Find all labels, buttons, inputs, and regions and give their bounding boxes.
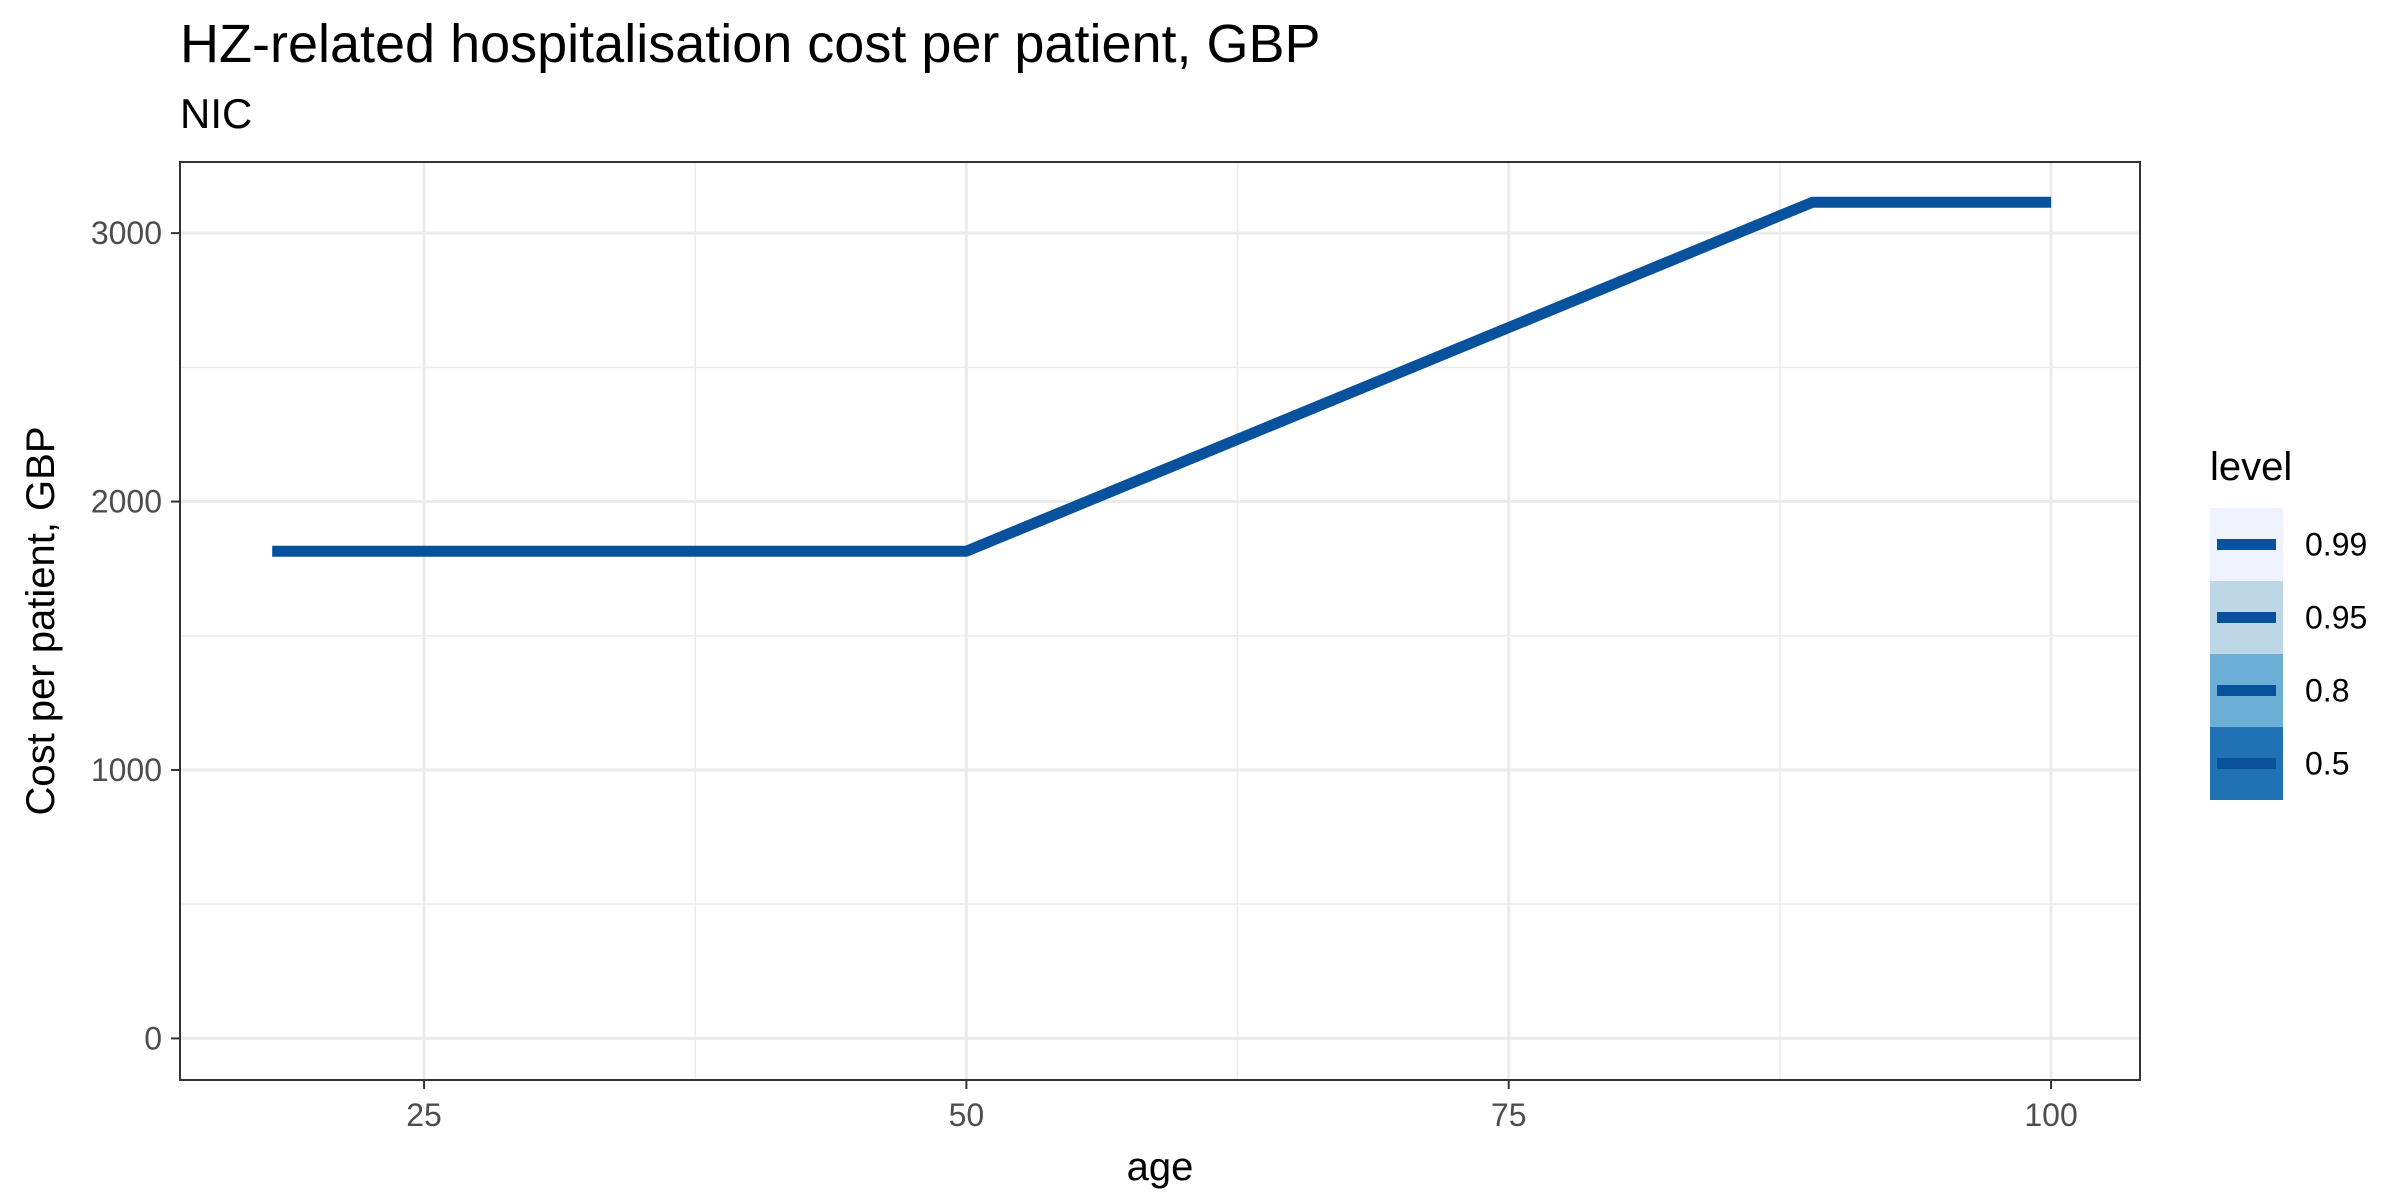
chart-title: HZ-related hospitalisation cost per pati… xyxy=(180,14,1321,74)
series-layer xyxy=(272,196,2052,557)
y-tick-label: 0 xyxy=(144,1020,162,1056)
legend: level 0.99 0.95 0.8 0.5 xyxy=(2210,445,2367,800)
y-tick-label: 2000 xyxy=(91,484,162,520)
legend-item: 0.99 xyxy=(2210,508,2367,581)
minor-gridlines xyxy=(180,162,2140,1080)
legend-title: level xyxy=(2210,445,2292,489)
legend-label: 0.99 xyxy=(2305,527,2367,563)
legend-label: 0.8 xyxy=(2305,673,2349,709)
x-tick-label: 50 xyxy=(949,1097,985,1133)
legend-item: 0.5 xyxy=(2210,727,2349,800)
x-axis: 25 50 75 100 xyxy=(406,1080,2078,1133)
y-tick-label: 1000 xyxy=(91,752,162,788)
y-tick-label: 3000 xyxy=(91,215,162,251)
legend-label: 0.95 xyxy=(2305,600,2367,636)
y-axis-title: Cost per patient, GBP xyxy=(19,426,63,815)
x-tick-label: 75 xyxy=(1491,1097,1527,1133)
x-tick-label: 100 xyxy=(2024,1097,2077,1133)
legend-label: 0.5 xyxy=(2305,746,2349,782)
chart-subtitle: NIC xyxy=(180,90,252,137)
legend-item: 0.8 xyxy=(2210,654,2349,727)
x-axis-title: age xyxy=(1127,1145,1194,1189)
plot-background xyxy=(180,162,2140,1080)
series-line xyxy=(272,196,2052,557)
plot-border xyxy=(179,161,2141,1081)
y-axis: 0 1000 2000 3000 xyxy=(91,215,180,1056)
major-gridlines xyxy=(180,162,2140,1080)
legend-items: 0.99 0.95 0.8 0.5 xyxy=(2210,508,2367,800)
legend-item: 0.95 xyxy=(2210,581,2367,654)
x-tick-label: 25 xyxy=(406,1097,442,1133)
